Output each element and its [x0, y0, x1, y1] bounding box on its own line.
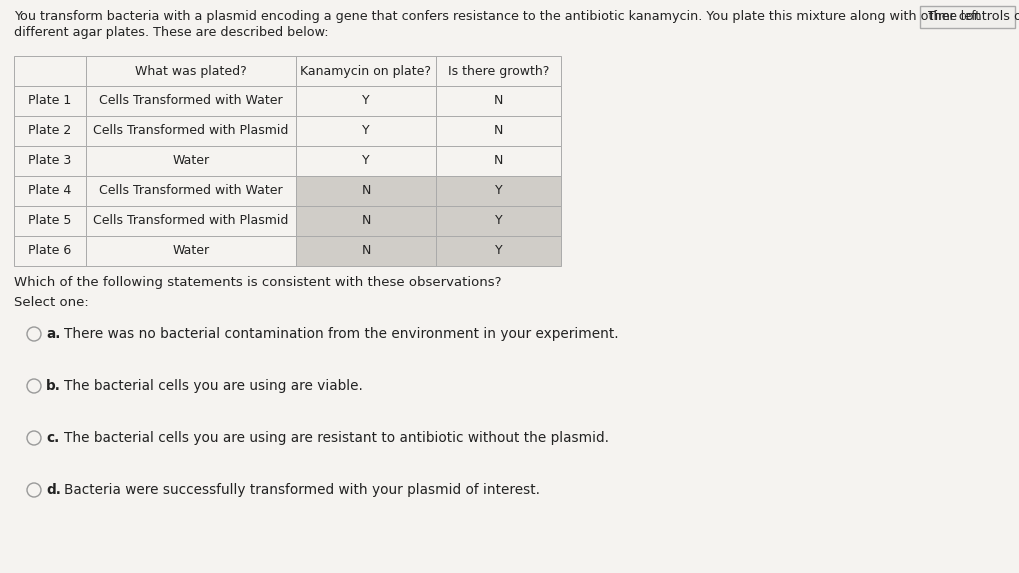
Text: Cells Transformed with Plasmid: Cells Transformed with Plasmid	[93, 124, 288, 138]
Circle shape	[26, 431, 41, 445]
Text: Water: Water	[172, 155, 209, 167]
Text: Cells Transformed with Plasmid: Cells Transformed with Plasmid	[93, 214, 288, 227]
Text: d.: d.	[46, 483, 61, 497]
Text: Water: Water	[172, 245, 209, 257]
FancyBboxPatch shape	[435, 86, 560, 116]
FancyBboxPatch shape	[14, 86, 86, 116]
FancyBboxPatch shape	[296, 236, 435, 266]
Text: Plate 1: Plate 1	[29, 95, 71, 108]
FancyBboxPatch shape	[86, 206, 296, 236]
Text: b.: b.	[46, 379, 61, 393]
Text: The bacterial cells you are using are resistant to antibiotic without the plasmi: The bacterial cells you are using are re…	[64, 431, 608, 445]
FancyBboxPatch shape	[14, 176, 86, 206]
Text: Plate 4: Plate 4	[29, 185, 71, 198]
Text: Cells Transformed with Water: Cells Transformed with Water	[99, 185, 282, 198]
FancyBboxPatch shape	[296, 116, 435, 146]
Circle shape	[26, 379, 41, 393]
Text: There was no bacterial contamination from the environment in your experiment.: There was no bacterial contamination fro…	[64, 327, 618, 341]
Text: Kanamycin on plate?: Kanamycin on plate?	[301, 65, 431, 77]
Text: c.: c.	[46, 431, 59, 445]
Text: Y: Y	[494, 214, 501, 227]
Text: Y: Y	[362, 95, 370, 108]
Circle shape	[26, 483, 41, 497]
Text: N: N	[361, 214, 370, 227]
Text: Y: Y	[494, 185, 501, 198]
FancyBboxPatch shape	[14, 146, 86, 176]
Text: Time left: Time left	[927, 10, 979, 23]
Text: a.: a.	[46, 327, 60, 341]
FancyBboxPatch shape	[14, 236, 86, 266]
FancyBboxPatch shape	[296, 56, 435, 86]
Text: Y: Y	[494, 245, 501, 257]
FancyBboxPatch shape	[14, 56, 86, 86]
Text: N: N	[361, 245, 370, 257]
Text: N: N	[493, 124, 502, 138]
Text: Y: Y	[362, 124, 370, 138]
FancyBboxPatch shape	[296, 86, 435, 116]
FancyBboxPatch shape	[14, 116, 86, 146]
Text: N: N	[361, 185, 370, 198]
Text: Y: Y	[362, 155, 370, 167]
Text: Plate 5: Plate 5	[29, 214, 71, 227]
FancyBboxPatch shape	[435, 146, 560, 176]
Text: You transform bacteria with a plasmid encoding a gene that confers resistance to: You transform bacteria with a plasmid en…	[14, 10, 1019, 23]
Text: Select one:: Select one:	[14, 296, 89, 309]
Text: different agar plates. These are described below:: different agar plates. These are describ…	[14, 26, 328, 39]
Text: Is there growth?: Is there growth?	[447, 65, 548, 77]
FancyBboxPatch shape	[296, 206, 435, 236]
FancyBboxPatch shape	[86, 86, 296, 116]
Text: The bacterial cells you are using are viable.: The bacterial cells you are using are vi…	[64, 379, 363, 393]
FancyBboxPatch shape	[86, 116, 296, 146]
FancyBboxPatch shape	[919, 6, 1014, 28]
Text: N: N	[493, 95, 502, 108]
Text: Bacteria were successfully transformed with your plasmid of interest.: Bacteria were successfully transformed w…	[64, 483, 539, 497]
Text: Plate 6: Plate 6	[29, 245, 71, 257]
FancyBboxPatch shape	[435, 176, 560, 206]
FancyBboxPatch shape	[86, 146, 296, 176]
Text: N: N	[493, 155, 502, 167]
FancyBboxPatch shape	[435, 56, 560, 86]
Circle shape	[26, 327, 41, 341]
FancyBboxPatch shape	[296, 176, 435, 206]
Text: What was plated?: What was plated?	[135, 65, 247, 77]
FancyBboxPatch shape	[296, 146, 435, 176]
Text: Plate 3: Plate 3	[29, 155, 71, 167]
FancyBboxPatch shape	[86, 56, 296, 86]
FancyBboxPatch shape	[14, 206, 86, 236]
Text: Plate 2: Plate 2	[29, 124, 71, 138]
Text: Cells Transformed with Water: Cells Transformed with Water	[99, 95, 282, 108]
FancyBboxPatch shape	[435, 116, 560, 146]
Text: Which of the following statements is consistent with these observations?: Which of the following statements is con…	[14, 276, 501, 289]
FancyBboxPatch shape	[435, 206, 560, 236]
FancyBboxPatch shape	[86, 236, 296, 266]
FancyBboxPatch shape	[86, 176, 296, 206]
FancyBboxPatch shape	[435, 236, 560, 266]
